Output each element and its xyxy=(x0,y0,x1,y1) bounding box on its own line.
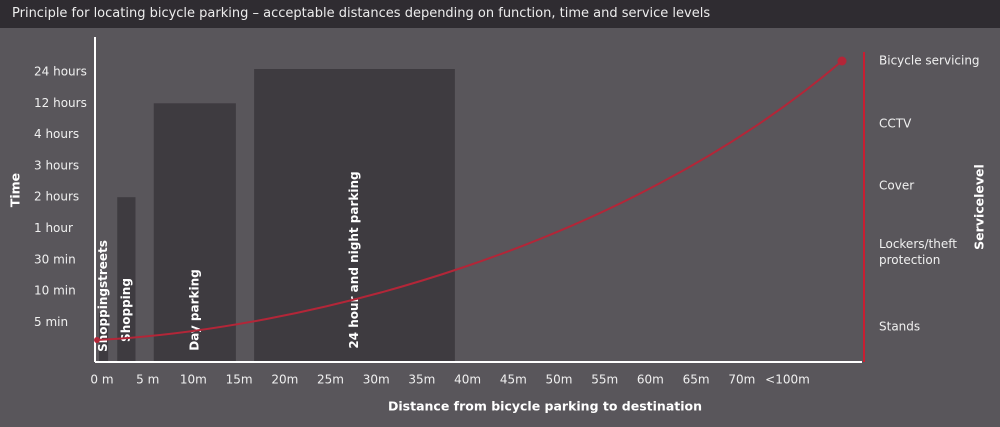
header-bar: Principle for locating bicycle parking –… xyxy=(0,0,1000,28)
y-tick-label: 2 hours xyxy=(34,190,79,204)
bar-2 xyxy=(153,103,236,363)
x-tick-label: 10m xyxy=(180,373,207,387)
y-tick-label: 4 hours xyxy=(34,127,79,141)
service-level-label: CCTV xyxy=(879,117,912,131)
y-tick-label: 30 min xyxy=(34,252,76,266)
x-tick-label: 20m xyxy=(271,373,298,387)
service-level-label: Cover xyxy=(879,179,914,193)
service-level-label: Bicycle servicing xyxy=(879,54,980,68)
x-tick-label: <100m xyxy=(765,373,810,387)
bar-3 xyxy=(254,69,455,362)
bar-label: Day parking xyxy=(187,269,201,351)
y-tick-label: 3 hours xyxy=(34,158,79,172)
y-tick-label: 5 min xyxy=(34,315,68,329)
y-tick-label: 24 hours xyxy=(34,65,87,79)
x-axis-label: Distance from bicycle parking to destina… xyxy=(388,399,702,414)
service-axis-label: Servicelevel xyxy=(972,164,987,250)
x-tick-label: 70m xyxy=(728,373,755,387)
x-tick-label: 35m xyxy=(408,373,435,387)
x-tick-label: 30m xyxy=(363,373,390,387)
curve-start-point xyxy=(94,337,100,343)
x-tick-label: 15m xyxy=(226,373,253,387)
service-curve xyxy=(96,60,843,341)
x-tick-label: 65m xyxy=(683,373,710,387)
bar-label: Shopping xyxy=(119,278,133,342)
x-tick-label: 25m xyxy=(317,373,344,387)
x-tick-label: 45m xyxy=(500,373,527,387)
chart-title: Principle for locating bicycle parking –… xyxy=(12,6,711,21)
service-level-label: Lockers/theft protection xyxy=(879,237,957,267)
y-axis-label: Time xyxy=(8,173,23,207)
bar-0 xyxy=(99,313,109,362)
x-tick-label: 40m xyxy=(454,373,481,387)
bar-label: 24 hour and night parking xyxy=(347,171,361,348)
y-tick-label: 10 min xyxy=(34,284,76,298)
y-tick-label: 1 hour xyxy=(34,221,73,235)
x-tick-label: 5 m xyxy=(136,373,159,387)
bar-label: Shoppingstreets xyxy=(96,240,110,352)
x-tick-label: 55m xyxy=(591,373,618,387)
curve-end-point xyxy=(837,56,847,66)
bar-1 xyxy=(117,197,136,362)
x-tick-label: 50m xyxy=(546,373,573,387)
service-level-label: Stands xyxy=(879,320,920,334)
x-tick-label: 60m xyxy=(637,373,664,387)
y-tick-label: 12 hours xyxy=(34,96,87,110)
x-tick-label: 0 m xyxy=(90,373,113,387)
